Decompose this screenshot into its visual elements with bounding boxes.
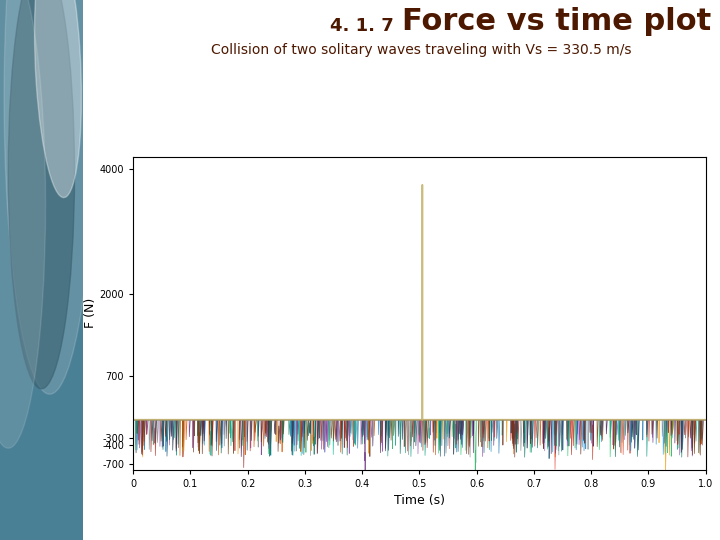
Circle shape <box>4 0 95 394</box>
Circle shape <box>9 0 75 389</box>
Text: 4. 1. 7: 4. 1. 7 <box>330 17 400 35</box>
Text: Force vs time plot: Force vs time plot <box>402 7 711 36</box>
Y-axis label: F (N): F (N) <box>84 298 96 328</box>
Text: Collision of two solitary waves traveling with Vs = 330.5 m/s: Collision of two solitary waves travelin… <box>211 43 631 57</box>
Circle shape <box>0 0 45 448</box>
X-axis label: Time (s): Time (s) <box>394 495 445 508</box>
Ellipse shape <box>35 0 81 198</box>
